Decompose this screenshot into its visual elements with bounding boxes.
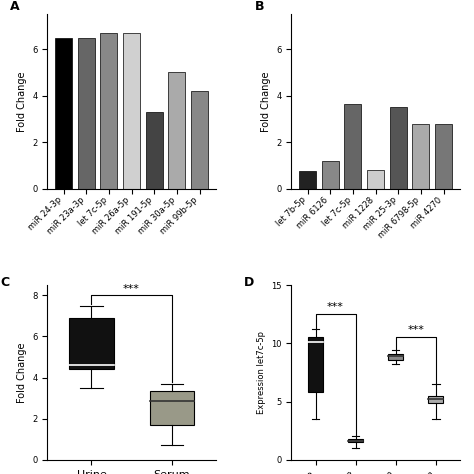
Bar <box>78 37 95 189</box>
Y-axis label: Fold Change: Fold Change <box>261 71 271 132</box>
Bar <box>100 33 118 189</box>
Bar <box>428 396 443 403</box>
Text: ***: *** <box>123 284 140 294</box>
Text: A: A <box>10 0 20 13</box>
Y-axis label: Expression let7c-5p: Expression let7c-5p <box>257 331 266 414</box>
Bar <box>367 170 384 189</box>
Bar <box>150 391 194 425</box>
Text: ***: *** <box>407 325 424 335</box>
Bar <box>345 104 362 189</box>
Text: ***: *** <box>327 302 344 312</box>
Bar <box>388 354 403 360</box>
Bar <box>299 172 316 189</box>
Bar <box>435 124 452 189</box>
Bar <box>70 318 114 369</box>
Y-axis label: Fold Change: Fold Change <box>17 342 27 403</box>
Text: C: C <box>0 276 9 289</box>
Bar <box>168 73 185 189</box>
Bar <box>322 161 339 189</box>
Y-axis label: Fold Change: Fold Change <box>17 71 27 132</box>
Bar <box>390 108 407 189</box>
Text: D: D <box>244 276 255 289</box>
Text: B: B <box>255 0 264 13</box>
Bar <box>123 33 140 189</box>
Bar <box>412 124 429 189</box>
Bar <box>146 112 163 189</box>
Bar <box>191 91 208 189</box>
Bar <box>348 439 363 442</box>
Bar <box>308 337 323 392</box>
Bar <box>55 37 72 189</box>
